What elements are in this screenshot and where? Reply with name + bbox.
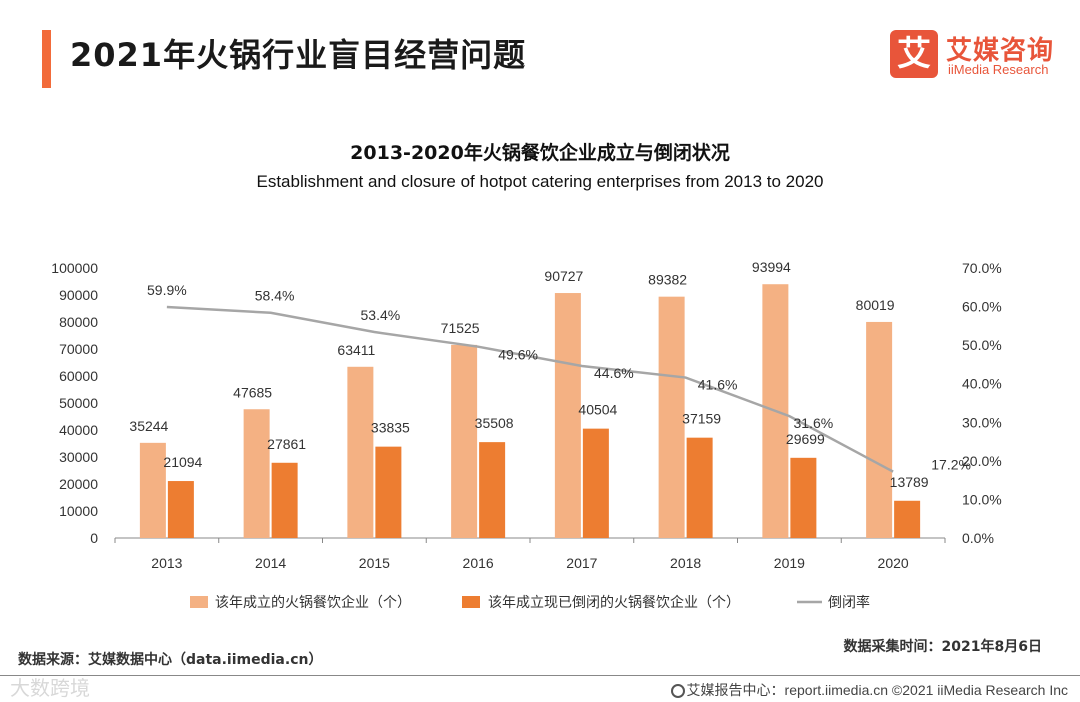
data-label-established: 89382 bbox=[648, 272, 687, 288]
data-label-established: 93994 bbox=[752, 259, 791, 275]
footer-divider bbox=[0, 675, 1080, 676]
line-closure-rate bbox=[166, 305, 894, 473]
legend-swatch-established bbox=[190, 596, 208, 608]
data-label-closed: 35508 bbox=[475, 415, 514, 431]
bar-closed bbox=[479, 442, 506, 538]
bar-established bbox=[658, 296, 685, 538]
data-label-closed: 21094 bbox=[163, 454, 202, 470]
data-label-closure-rate: 49.6% bbox=[498, 347, 538, 363]
data-label-established: 63411 bbox=[337, 342, 375, 358]
data-label-closed: 33835 bbox=[371, 420, 410, 436]
y-axis-tick-label: 20000 bbox=[59, 476, 98, 492]
brand-name-cn: 艾媒咨询 bbox=[946, 36, 1055, 66]
x-axis-tick-label: 2019 bbox=[774, 555, 805, 571]
data-label-closed: 29699 bbox=[786, 431, 825, 447]
brand-logo-icon: 艾 bbox=[890, 30, 938, 78]
y2-axis-tick-label: 60.0% bbox=[962, 299, 1002, 315]
y2-axis-tick-label: 20.0% bbox=[962, 453, 1002, 469]
data-label-closure-rate: 17.2% bbox=[931, 457, 971, 473]
data-label-closure-rate: 58.4% bbox=[255, 288, 295, 304]
y2-axis-tick-label: 0.0% bbox=[962, 530, 994, 546]
data-label-closure-rate: 41.6% bbox=[698, 377, 738, 393]
data-label-closure-rate: 31.6% bbox=[794, 415, 834, 431]
bar-closed bbox=[582, 428, 609, 538]
bar-closed bbox=[375, 446, 402, 538]
y2-axis-tick-label: 30.0% bbox=[962, 414, 1002, 430]
data-label-closed: 13789 bbox=[890, 474, 929, 490]
bar-closed bbox=[686, 437, 713, 538]
bar-closed bbox=[167, 481, 194, 538]
page-title: 2021年火锅行业盲目经营问题 bbox=[70, 36, 527, 74]
y-axis-tick-label: 100000 bbox=[51, 260, 98, 276]
y-axis-tick-label: 90000 bbox=[59, 287, 98, 303]
globe-icon bbox=[670, 684, 685, 698]
data-label-established: 47685 bbox=[233, 384, 272, 400]
data-label-closure-rate: 53.4% bbox=[361, 307, 401, 323]
x-axis-tick-label: 2013 bbox=[151, 555, 182, 571]
x-axis-tick-label: 2018 bbox=[670, 555, 701, 571]
bar-established bbox=[451, 344, 478, 538]
data-source: 数据来源：艾媒数据中心（data.iimedia.cn） bbox=[18, 652, 323, 668]
bar-established bbox=[866, 321, 893, 538]
title-accent-bar bbox=[42, 30, 51, 88]
bar-established bbox=[554, 293, 581, 538]
x-axis-tick-label: 2014 bbox=[255, 555, 286, 571]
bar-established bbox=[243, 409, 270, 538]
y-axis-tick-label: 60000 bbox=[59, 368, 98, 384]
x-axis-tick-label: 2015 bbox=[359, 555, 390, 571]
bar-closed bbox=[271, 462, 298, 538]
x-axis-tick-label: 2020 bbox=[878, 555, 909, 571]
legend-label-closure-rate: 倒闭率 bbox=[828, 594, 870, 611]
y2-axis-tick-label: 40.0% bbox=[962, 376, 1002, 392]
report-center-text: 艾媒报告中心：report.iimedia.cn ©2021 iiMedia R… bbox=[686, 682, 1068, 698]
watermark: 大数跨境 bbox=[10, 676, 90, 700]
y-axis-tick-label: 40000 bbox=[59, 422, 98, 438]
y-axis-tick-label: 70000 bbox=[59, 341, 98, 357]
chart-title: 2013-2020年火锅餐饮企业成立与倒闭状况 bbox=[350, 142, 730, 164]
y-axis-tick-label: 10000 bbox=[59, 503, 98, 519]
y2-axis-tick-label: 10.0% bbox=[962, 491, 1002, 507]
y2-axis-tick-label: 50.0% bbox=[962, 337, 1002, 353]
data-label-closed: 37159 bbox=[682, 411, 721, 427]
data-label-closure-rate: 44.6% bbox=[594, 365, 634, 381]
x-axis-tick-label: 2017 bbox=[566, 555, 597, 571]
y-axis-tick-label: 80000 bbox=[59, 314, 98, 330]
bar-closed bbox=[894, 500, 921, 538]
data-label-established: 71525 bbox=[441, 320, 480, 336]
collection-time: 数据采集时间：2021年8月6日 bbox=[843, 639, 1042, 655]
bar-established bbox=[139, 442, 166, 538]
legend-swatch-closed bbox=[462, 596, 480, 608]
y2-axis-tick-label: 70.0% bbox=[962, 260, 1002, 276]
data-label-closure-rate: 59.9% bbox=[147, 282, 187, 298]
y-axis-tick-label: 0 bbox=[90, 530, 98, 546]
chart-subtitle: Establishment and closure of hotpot cate… bbox=[256, 172, 824, 191]
data-label-established: 80019 bbox=[856, 297, 895, 313]
data-label-closed: 27861 bbox=[267, 436, 306, 452]
report-center-footer: 艾媒报告中心：report.iimedia.cn ©2021 iiMedia R… bbox=[670, 680, 1068, 700]
x-axis-tick-label: 2016 bbox=[463, 555, 494, 571]
brand-name-en: iiMedia Research bbox=[948, 62, 1049, 77]
legend-label-closed: 该年成立现已倒闭的火锅餐饮企业（个） bbox=[488, 594, 740, 611]
y-axis-tick-label: 50000 bbox=[59, 395, 98, 411]
data-label-established: 35244 bbox=[129, 418, 168, 434]
data-label-established: 90727 bbox=[544, 268, 583, 284]
bar-closed bbox=[790, 457, 817, 538]
bar-established bbox=[347, 366, 374, 538]
y-axis-tick-label: 30000 bbox=[59, 449, 98, 465]
data-label-closed: 40504 bbox=[578, 402, 617, 418]
legend-label-established: 该年成立的火锅餐饮企业（个） bbox=[215, 594, 411, 611]
